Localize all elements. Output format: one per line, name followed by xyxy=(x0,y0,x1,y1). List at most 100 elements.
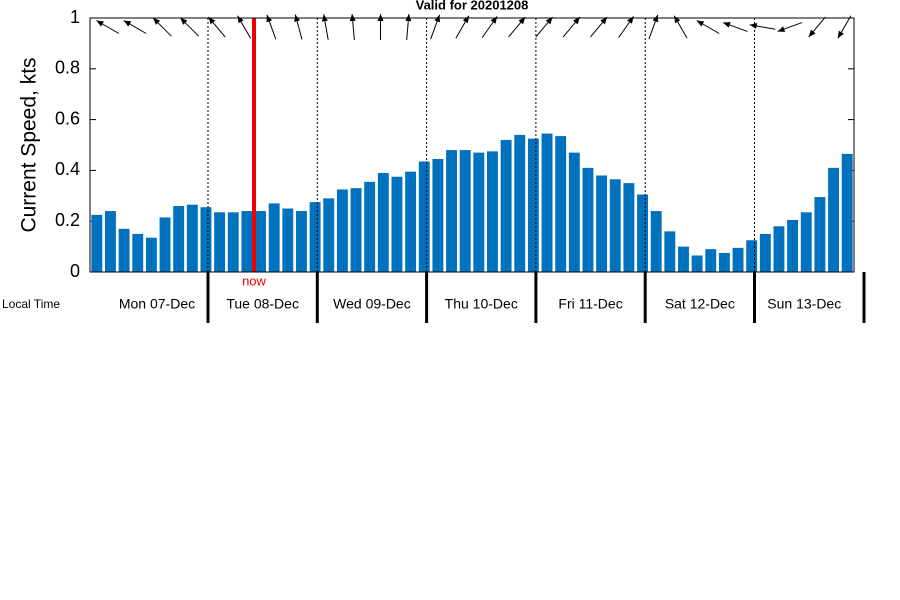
bar xyxy=(582,167,594,272)
bar xyxy=(841,153,853,272)
bar xyxy=(159,217,171,272)
direction-arrow xyxy=(405,14,412,40)
bar xyxy=(186,204,198,272)
bar xyxy=(173,205,185,272)
day-label: Fri 11-Dec xyxy=(558,296,622,312)
direction-arrow xyxy=(294,14,303,40)
bar xyxy=(405,171,417,272)
direction-arrow xyxy=(349,14,356,40)
direction-arrow xyxy=(321,14,329,40)
direction-arrow xyxy=(152,17,172,37)
direction-arrow xyxy=(96,20,120,34)
y-tick-label: 1 xyxy=(70,7,80,27)
bar xyxy=(200,207,212,272)
y-axis-label: Current Speed, kts xyxy=(18,57,41,232)
bar xyxy=(718,252,730,272)
direction-arrow xyxy=(508,16,526,38)
y-tick-label: 0.4 xyxy=(55,159,80,179)
x-axis-label: Local Time xyxy=(2,297,60,311)
bar xyxy=(650,211,662,272)
y-tick-label: 0.6 xyxy=(55,108,80,128)
bar xyxy=(214,212,226,272)
day-label: Sat 12-Dec xyxy=(665,296,735,312)
direction-arrow xyxy=(722,22,748,32)
bar xyxy=(336,189,348,272)
bar xyxy=(432,158,444,272)
bar xyxy=(596,175,608,272)
bar xyxy=(500,139,512,272)
bar xyxy=(255,211,266,272)
bar xyxy=(323,198,335,272)
day-label: Sun 13-Dec xyxy=(767,296,841,312)
bar xyxy=(487,151,498,272)
direction-arrow xyxy=(618,16,634,38)
bar xyxy=(541,133,553,272)
bar xyxy=(691,255,703,272)
bar xyxy=(814,197,826,272)
bar xyxy=(732,247,744,272)
bar xyxy=(623,183,635,272)
direction-arrow xyxy=(377,14,384,40)
bar xyxy=(227,212,239,272)
direction-arrow xyxy=(696,20,720,34)
direction-arrow xyxy=(808,16,826,38)
direction-arrow xyxy=(749,23,776,30)
day-label: Thu 10-Dec xyxy=(445,296,518,312)
bar xyxy=(473,152,485,272)
direction-arrow xyxy=(237,15,252,39)
y-tick-label: 0.2 xyxy=(55,210,80,230)
bar xyxy=(118,228,130,272)
bar xyxy=(105,211,116,272)
bar xyxy=(800,212,812,272)
direction-arrow xyxy=(208,16,226,38)
bar xyxy=(514,134,526,272)
bar xyxy=(282,208,294,272)
bar xyxy=(268,203,280,272)
bar xyxy=(609,179,621,272)
bar xyxy=(527,138,539,272)
bar xyxy=(241,211,253,272)
bar xyxy=(746,240,758,272)
direction-arrow xyxy=(562,16,581,38)
bar xyxy=(350,188,362,272)
direction-arrow xyxy=(123,20,147,34)
bar xyxy=(759,233,771,272)
bar xyxy=(555,136,567,272)
chart-title: Valid for 20201208 xyxy=(416,0,529,12)
direction-arrow xyxy=(266,14,277,40)
day-label: Mon 07-Dec xyxy=(119,296,195,312)
bar xyxy=(418,161,430,272)
bar xyxy=(773,226,785,272)
direction-arrow xyxy=(430,14,440,40)
bar xyxy=(787,219,799,272)
direction-arrow xyxy=(455,15,470,39)
y-tick-label: 0.8 xyxy=(55,58,80,78)
bar xyxy=(391,176,403,272)
bar xyxy=(377,172,389,272)
direction-arrow xyxy=(590,16,608,38)
bar xyxy=(459,150,471,272)
direction-arrow xyxy=(777,22,803,32)
day-label: Wed 09-Dec xyxy=(333,296,411,312)
bar xyxy=(309,202,321,272)
bar xyxy=(637,194,648,272)
bar xyxy=(91,214,103,272)
direction-arrow xyxy=(837,15,852,39)
bar xyxy=(678,246,689,272)
bar xyxy=(446,150,457,272)
now-label: now xyxy=(242,273,266,288)
direction-arrow xyxy=(535,16,553,38)
bar xyxy=(296,211,307,272)
bar xyxy=(705,249,717,272)
day-label: Tue 08-Dec xyxy=(226,296,299,312)
direction-arrow xyxy=(179,17,200,37)
bar xyxy=(568,152,580,272)
bar xyxy=(145,237,157,272)
direction-arrow xyxy=(673,15,688,39)
direction-arrow xyxy=(648,14,659,40)
bar xyxy=(364,181,376,272)
y-tick-label: 0 xyxy=(70,261,80,281)
bar xyxy=(132,233,144,272)
bar xyxy=(664,231,676,272)
